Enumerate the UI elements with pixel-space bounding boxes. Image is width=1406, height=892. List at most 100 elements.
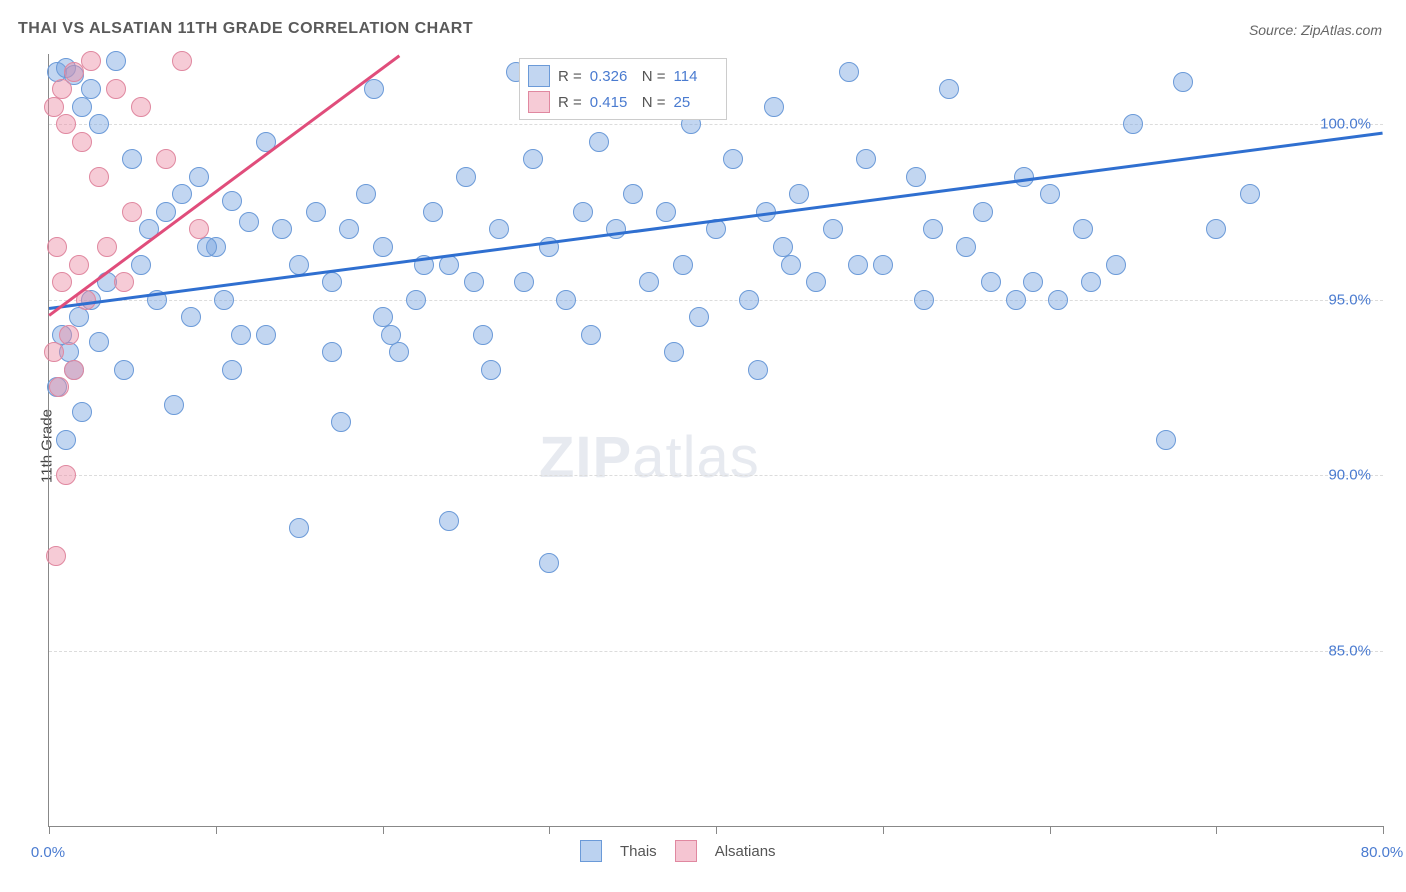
stats-row: R = 0.326 N = 114 (528, 63, 718, 89)
scatter-point (1123, 114, 1143, 134)
legend-label: Thais (620, 843, 657, 860)
scatter-point (856, 149, 876, 169)
stat-r-value: 0.326 (590, 68, 634, 85)
gridline (49, 651, 1383, 652)
scatter-point (239, 212, 259, 232)
scatter-point (72, 97, 92, 117)
scatter-point (156, 202, 176, 222)
scatter-point (923, 219, 943, 239)
scatter-point (1006, 290, 1026, 310)
scatter-point (639, 272, 659, 292)
x-tick (549, 826, 550, 834)
x-tick-label: 80.0% (1361, 844, 1404, 861)
scatter-point (739, 290, 759, 310)
scatter-point (873, 255, 893, 275)
scatter-point (52, 79, 72, 99)
scatter-point (122, 149, 142, 169)
scatter-point (49, 377, 69, 397)
stats-swatch (528, 65, 550, 87)
scatter-point (839, 62, 859, 82)
scatter-point (189, 219, 209, 239)
stat-n-value: 114 (674, 68, 718, 85)
scatter-point (97, 237, 117, 257)
scatter-point (172, 184, 192, 204)
scatter-point (331, 412, 351, 432)
legend-swatch (580, 840, 602, 862)
scatter-point (781, 255, 801, 275)
scatter-point (573, 202, 593, 222)
scatter-point (423, 202, 443, 222)
scatter-point (1040, 184, 1060, 204)
scatter-point (823, 219, 843, 239)
scatter-point (256, 325, 276, 345)
scatter-point (44, 342, 64, 362)
scatter-point (44, 97, 64, 117)
x-tick (49, 826, 50, 834)
scatter-point (1240, 184, 1260, 204)
scatter-point (973, 202, 993, 222)
scatter-point (322, 342, 342, 362)
gridline (49, 475, 1383, 476)
x-tick (1216, 826, 1217, 834)
scatter-point (464, 272, 484, 292)
scatter-point (389, 342, 409, 362)
scatter-point (789, 184, 809, 204)
scatter-point (131, 97, 151, 117)
scatter-point (81, 51, 101, 71)
scatter-point (364, 79, 384, 99)
scatter-point (1156, 430, 1176, 450)
scatter-point (56, 465, 76, 485)
scatter-point (106, 79, 126, 99)
scatter-point (59, 325, 79, 345)
scatter-point (981, 272, 1001, 292)
scatter-point (181, 307, 201, 327)
scatter-point (1173, 72, 1193, 92)
scatter-point (623, 184, 643, 204)
stat-r-label: R = (558, 68, 582, 85)
scatter-point (906, 167, 926, 187)
scatter-point (69, 255, 89, 275)
x-tick (216, 826, 217, 834)
scatter-point (723, 149, 743, 169)
x-tick (383, 826, 384, 834)
x-tick (1383, 826, 1384, 834)
scatter-point (56, 114, 76, 134)
x-tick (1050, 826, 1051, 834)
gridline (49, 300, 1383, 301)
stat-n-label: N = (642, 68, 666, 85)
scatter-point (939, 79, 959, 99)
legend-swatch (675, 840, 697, 862)
scatter-point (131, 255, 151, 275)
scatter-point (1048, 290, 1068, 310)
scatter-point (914, 290, 934, 310)
scatter-point (114, 360, 134, 380)
scatter-point (189, 167, 209, 187)
scatter-point (81, 79, 101, 99)
scatter-point (848, 255, 868, 275)
scatter-point (664, 342, 684, 362)
y-tick-label: 95.0% (1328, 291, 1371, 308)
y-tick-label: 85.0% (1328, 642, 1371, 659)
chart-plot-area: ZIPatlas 85.0%90.0%95.0%100.0%R =0.326N … (48, 54, 1383, 827)
scatter-point (481, 360, 501, 380)
scatter-point (764, 97, 784, 117)
scatter-point (272, 219, 292, 239)
scatter-point (356, 184, 376, 204)
scatter-point (222, 360, 242, 380)
scatter-point (289, 255, 309, 275)
scatter-point (89, 114, 109, 134)
scatter-point (748, 360, 768, 380)
scatter-point (306, 202, 326, 222)
scatter-point (46, 546, 66, 566)
scatter-point (56, 430, 76, 450)
stat-r-label: R = (558, 94, 582, 111)
scatter-point (47, 237, 67, 257)
watermark-zip: ZIP (539, 425, 632, 490)
scatter-point (489, 219, 509, 239)
scatter-point (539, 553, 559, 573)
scatter-point (52, 272, 72, 292)
scatter-point (473, 325, 493, 345)
scatter-point (89, 332, 109, 352)
scatter-point (1023, 272, 1043, 292)
stat-n-label: N = (642, 94, 666, 111)
